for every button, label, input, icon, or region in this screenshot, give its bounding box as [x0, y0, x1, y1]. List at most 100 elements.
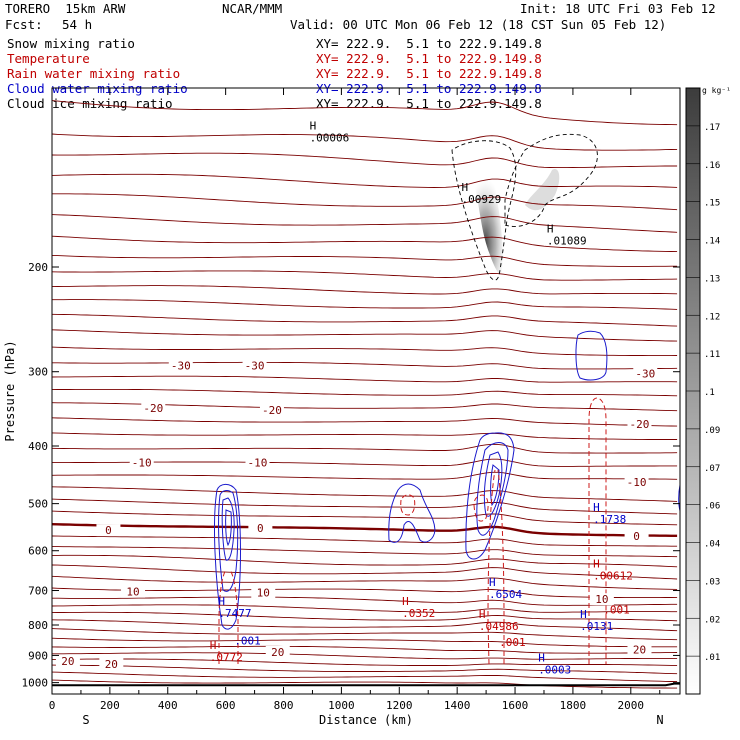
- x-tick-label: 1600: [502, 699, 529, 712]
- terrain-line: [52, 682, 680, 687]
- colorbar-tick-label: .01: [704, 653, 720, 663]
- isotherm-line: [52, 133, 678, 151]
- maximum-value: .00929: [462, 193, 502, 206]
- colorbar-tick-label: .07: [704, 464, 720, 474]
- maximum-marker: H: [580, 608, 587, 621]
- cloud-water-contours: [214, 330, 680, 630]
- isotherm-line: [52, 173, 678, 188]
- isotherm-label: 10: [595, 593, 608, 606]
- isotherm-label: -20: [630, 418, 650, 431]
- isotherm-line: [52, 619, 678, 632]
- x-tick-label: 1200: [386, 699, 413, 712]
- isotherm-line: [52, 523, 678, 537]
- colorbar-tick-label: .15: [704, 199, 720, 209]
- maximum-value: .0772: [210, 651, 243, 664]
- isotherm-label-bg: [624, 530, 649, 543]
- y-axis-label: Pressure (hPa): [3, 340, 17, 441]
- x-tick-label: 1000: [328, 699, 355, 712]
- y-tick-label: 700: [28, 585, 48, 598]
- isotherm-label: 20: [271, 646, 284, 659]
- isotherm-line: [52, 575, 678, 590]
- maximum-marker: H: [547, 223, 554, 236]
- isotherm-label-bg: [245, 456, 270, 469]
- isotherm-line: [52, 664, 678, 675]
- x-tick-label: 200: [100, 699, 120, 712]
- forecast-hour: 54 h: [62, 17, 93, 32]
- isotherm-line: [52, 628, 678, 641]
- isotherm-line: [52, 658, 678, 667]
- maximum-value: .00006: [310, 131, 350, 144]
- isotherm-line: [52, 486, 678, 502]
- isotherm-line: [52, 510, 678, 526]
- colorbar-tick-label: .11: [704, 350, 720, 360]
- isotherm-line: [52, 285, 678, 295]
- isotherm-label-bg: [242, 359, 267, 372]
- y-tick-label: 800: [28, 619, 48, 632]
- x-tick-label: 0: [49, 699, 56, 712]
- isotherm-label: -10: [248, 456, 268, 469]
- cloud-ice-contour: [451, 140, 517, 281]
- isotherm-label-bg: [624, 476, 649, 489]
- y-tick-label: 900: [28, 649, 48, 662]
- maximum-value: .0003: [538, 664, 571, 677]
- y-tick-label: 400: [28, 440, 48, 453]
- isotherm-line: [52, 193, 678, 211]
- isotherm-line: [52, 604, 678, 613]
- maximum-value: .04986: [479, 620, 519, 633]
- isotherm-label: 20: [633, 644, 646, 657]
- colorbar-tick-label: .09: [704, 426, 720, 436]
- colorbar-tick-label: .17: [704, 123, 720, 133]
- colorbar-tick-label: .02: [704, 615, 720, 625]
- isotherm-line: [52, 152, 678, 169]
- isotherm-line: [52, 329, 678, 342]
- contour-value-label: .001: [603, 603, 630, 616]
- isotherm-line: [52, 498, 678, 515]
- field-name-temperature: Temperature: [7, 51, 90, 66]
- y-tick-label: 200: [28, 261, 48, 274]
- isotherm-label: 20: [105, 658, 118, 671]
- field-name-cloud-ice: Cloud ice mixing ratio: [7, 96, 173, 111]
- contour-value-label: .001: [234, 635, 260, 648]
- isotherm-line: [52, 346, 678, 357]
- snow-shading-secondary: [525, 169, 560, 211]
- maximum-value: .00612: [593, 569, 633, 582]
- init-time: Init: 18 UTC Fri 03 Feb 12: [520, 1, 716, 16]
- isotherm-label-bg: [121, 585, 146, 598]
- colorbar-unit: g kg⁻¹: [702, 86, 731, 95]
- isotherm-line: [52, 270, 678, 281]
- colorbar-tick-label: .16: [704, 161, 720, 171]
- isotherm-label: 10: [257, 586, 270, 599]
- source-label: NCAR/MMM: [222, 1, 283, 16]
- maximum-marker: H: [218, 595, 225, 608]
- isotherm-line: [52, 471, 678, 480]
- isotherm-line: [52, 679, 678, 689]
- maximum-value: .6504: [489, 588, 522, 601]
- x-axis-label: Distance (km): [319, 713, 413, 727]
- isotherm-line: [52, 443, 678, 454]
- isotherm-label-bg: [129, 456, 154, 469]
- isotherm-label: 20: [61, 655, 74, 668]
- y-tick-label: 1000: [22, 677, 49, 690]
- field-xy-rain: XY= 222.9. 5.1 to 222.9.149.8: [316, 66, 542, 81]
- isotherm-label-bg: [633, 367, 658, 380]
- isotherm-label: -10: [132, 456, 152, 469]
- field-name-snow: Snow mixing ratio: [7, 36, 135, 51]
- isotherm-label-bg: [251, 586, 276, 599]
- isotherm-label: 10: [126, 586, 139, 599]
- isotherm-label-bg: [259, 404, 284, 417]
- maximum-value: .01089: [547, 235, 587, 248]
- isotherm-label-bg: [99, 657, 124, 670]
- isotherm-label-bg: [248, 522, 273, 535]
- isotherm-line: [52, 611, 678, 622]
- isotherm-line: [52, 564, 678, 580]
- maximum-marker: H: [593, 557, 600, 570]
- isotherm-label: 0: [633, 530, 640, 543]
- contour-value-label: .001: [499, 636, 525, 649]
- field-xy-temperature: XY= 222.9. 5.1 to 222.9.149.8: [316, 51, 542, 66]
- colorbar-tick-label: .14: [704, 237, 720, 247]
- isotherm-label: 0: [105, 524, 112, 537]
- maximum-marker: H: [479, 608, 486, 621]
- maximum-value: .7477: [218, 607, 251, 620]
- maximum-marker: H: [310, 119, 317, 132]
